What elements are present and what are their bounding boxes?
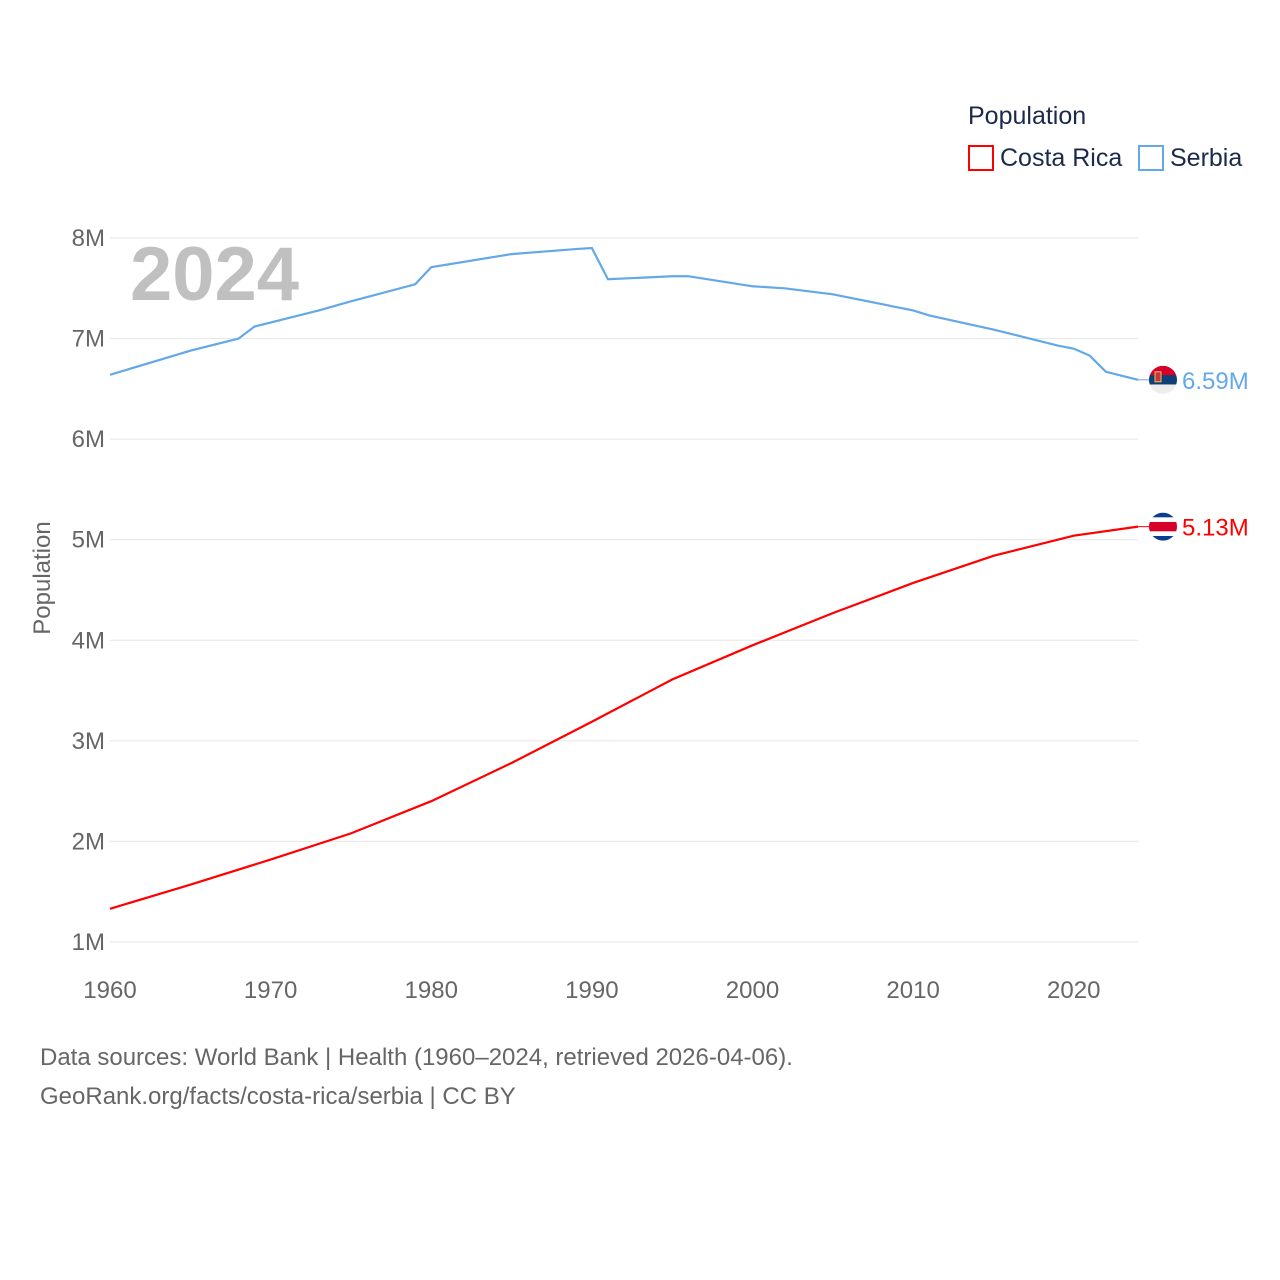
end-value-label-serbia: 6.59M [1182, 368, 1249, 395]
y-tick-label: 5M [72, 527, 105, 554]
legend-swatch-serbia [1138, 145, 1164, 171]
x-tick-label: 2020 [1047, 977, 1100, 1004]
y-tick-label: 1M [72, 929, 105, 956]
year-label: 2024 [130, 232, 299, 317]
x-tick-label: 1970 [244, 977, 297, 1004]
x-tick-label: 2000 [726, 977, 779, 1004]
x-tick-label: 1990 [565, 977, 618, 1004]
x-tick-label: 2010 [886, 977, 939, 1004]
x-tick-label: 1980 [405, 977, 458, 1004]
x-tick-label: 1960 [83, 977, 136, 1004]
y-tick-label: 8M [72, 225, 105, 252]
flag-icon-serbia [1149, 365, 1177, 394]
y-axis-title: Population [29, 521, 56, 634]
footer-sources: Data sources: World Bank | Health (1960–… [40, 1044, 793, 1071]
series-line-serbia [109, 246, 1139, 381]
series-line-costa-rica [109, 525, 1139, 910]
y-tick-label: 2M [72, 828, 105, 855]
y-tick-label: 6M [72, 426, 105, 453]
y-tick-label: 4M [72, 627, 105, 654]
y-tick-label: 7M [72, 326, 105, 353]
legend-title: Population [968, 102, 1086, 130]
legend-swatch-costa-rica [968, 145, 994, 171]
y-tick-label: 3M [72, 728, 105, 755]
legend-label: Serbia [1170, 144, 1242, 172]
legend-label: Costa Rica [1000, 144, 1122, 172]
flag-icon-costa-rica [1149, 512, 1177, 541]
end-value-label-costa-rica: 5.13M [1182, 515, 1249, 542]
footer-link[interactable]: GeoRank.org/facts/costa-rica/serbia | CC… [40, 1083, 516, 1110]
